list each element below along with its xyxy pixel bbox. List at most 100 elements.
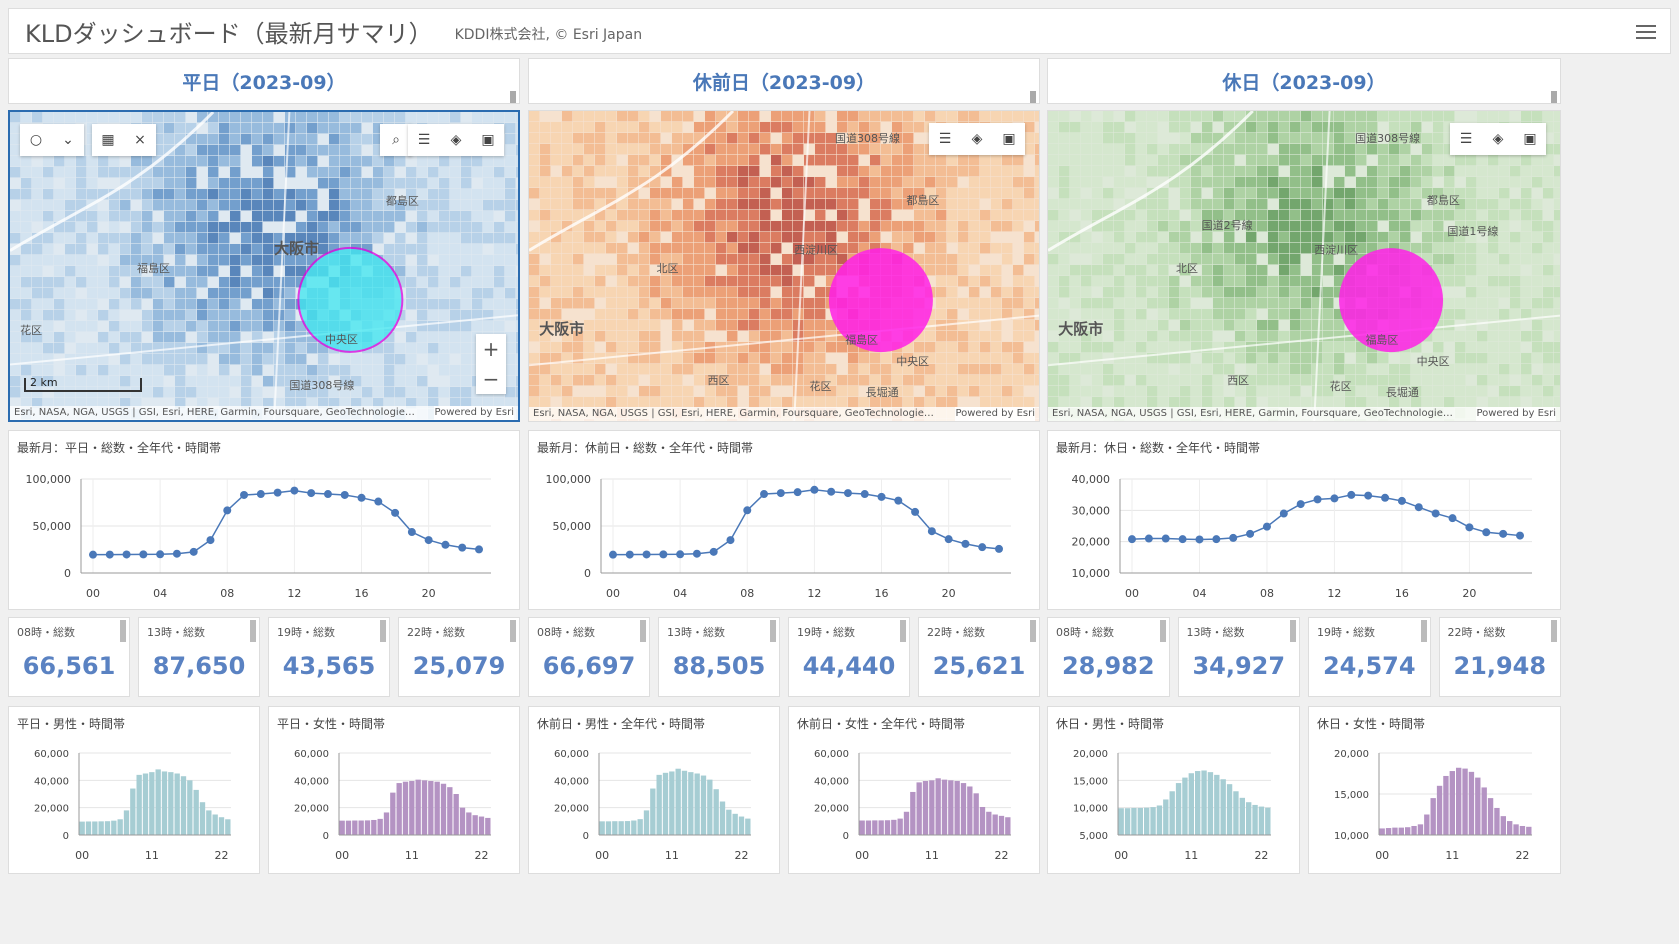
basemap-gallery-icon[interactable]: ▣ xyxy=(1002,131,1016,147)
heat-cell xyxy=(1158,199,1169,210)
data-point xyxy=(475,545,483,554)
heat-cell xyxy=(1554,133,1560,144)
heat-cell xyxy=(1499,287,1510,298)
scrollbar[interactable] xyxy=(640,620,646,642)
heat-cell xyxy=(219,354,230,365)
scrollbar[interactable] xyxy=(1030,91,1036,103)
map-canvas[interactable]: 西淀川区北区都島区大阪市福島区花区西区中央区長堀通国道308号線国道1号線国道2… xyxy=(1048,111,1560,421)
legend-icon[interactable]: ☰ xyxy=(417,132,431,148)
circle-draw-icon[interactable]: ○ xyxy=(29,132,43,148)
heat-cell xyxy=(1477,309,1488,320)
scrollbar[interactable] xyxy=(510,91,516,103)
scrollbar[interactable] xyxy=(770,620,776,642)
heat-cell xyxy=(1158,364,1169,375)
heat-cell xyxy=(595,122,606,133)
basemap-gallery-icon[interactable]: ▣ xyxy=(481,132,495,148)
heat-cell xyxy=(749,177,760,188)
map-weekday[interactable]: 大阪市 福島区 都島区 花区 中央区 国道308号線 ○ ⌄ ▦ × ⌕ ☰ ◈ ▣ + −2 km Esri,… xyxy=(8,110,520,422)
heat-cell xyxy=(529,309,540,320)
heat-cell xyxy=(1312,122,1323,133)
powered-by-esri[interactable]: Powered by Esri xyxy=(1476,407,1556,421)
heat-cell xyxy=(54,387,65,398)
legend-icon[interactable]: ☰ xyxy=(938,131,952,147)
hamburger-menu-icon[interactable] xyxy=(1636,22,1656,40)
scrollbar[interactable] xyxy=(1159,620,1166,642)
heat-cell xyxy=(958,210,969,221)
heat-cell xyxy=(837,111,848,122)
heat-cell xyxy=(461,233,472,244)
scrollbar[interactable] xyxy=(1420,620,1427,642)
heat-cell xyxy=(1158,155,1169,166)
scrollbar[interactable] xyxy=(1551,91,1557,103)
heat-cell xyxy=(21,167,32,178)
heat-cell xyxy=(494,310,505,321)
heat-cell xyxy=(197,134,208,145)
scrollbar[interactable] xyxy=(1551,620,1557,642)
powered-by-esri[interactable]: Powered by Esri xyxy=(434,406,514,420)
heat-cell xyxy=(494,189,505,200)
heat-cell xyxy=(395,266,406,277)
heat-cell xyxy=(505,277,516,288)
powered-by-esri[interactable]: Powered by Esri xyxy=(955,407,1035,421)
bar xyxy=(1392,827,1398,835)
heat-cell xyxy=(252,134,263,145)
heat-cell xyxy=(815,353,826,364)
heat-cell xyxy=(384,376,395,387)
heat-cell xyxy=(804,133,815,144)
select-icon[interactable]: ▦ xyxy=(101,132,115,148)
scrollbar[interactable] xyxy=(250,620,256,642)
scrollbar[interactable] xyxy=(120,620,126,642)
chevron-down-icon[interactable]: ⌄ xyxy=(62,132,74,148)
layers-icon[interactable]: ◈ xyxy=(1492,131,1504,147)
heat-cell xyxy=(252,123,263,134)
heat-cell xyxy=(804,243,815,254)
search-icon[interactable]: ⌕ xyxy=(392,132,400,148)
heat-cell xyxy=(661,221,672,232)
scrollbar[interactable] xyxy=(1290,620,1296,642)
close-icon[interactable]: × xyxy=(134,132,146,148)
heat-cell xyxy=(793,287,804,298)
map-attribution[interactable]: Esri, NASA, NGA, USGS | GSI, Esri, HERE,… xyxy=(1048,407,1560,421)
heat-cell xyxy=(793,276,804,287)
bar xyxy=(916,782,922,835)
heat-cell xyxy=(307,145,318,156)
heat-cell xyxy=(1092,221,1103,232)
map-attribution[interactable]: Esri, NASA, NGA, USGS | GSI, Esri, HERE,… xyxy=(529,407,1039,421)
heat-cell xyxy=(727,210,738,221)
heat-cell xyxy=(1543,254,1554,265)
heat-cell xyxy=(1180,254,1191,265)
layers-icon[interactable]: ◈ xyxy=(971,131,983,147)
zoom-out-button[interactable]: − xyxy=(482,367,500,391)
heat-cell xyxy=(782,298,793,309)
map-holiday[interactable]: 西淀川区 北区 都島区 大阪市 福島区 花区 西区 中央区 長堀通 国道308号線 国道1号線 国道2… xyxy=(1047,110,1561,422)
heat-cell xyxy=(329,123,340,134)
heat-cell xyxy=(384,178,395,189)
heat-cell xyxy=(903,177,914,188)
heat-cell xyxy=(1070,342,1081,353)
map-attribution[interactable]: Esri, NASA, NGA, USGS | GSI, Esri, HERE,… xyxy=(10,406,518,420)
bar-chart-panel-weekday-female: 平日・女性・時間帯 60,000 40,000 20,000 0 00 11 22 xyxy=(268,706,520,874)
scrollbar[interactable] xyxy=(900,620,906,642)
heat-cell xyxy=(186,156,197,167)
heat-cell xyxy=(285,321,296,332)
heat-cell xyxy=(826,265,837,276)
legend-icon[interactable]: ☰ xyxy=(1459,131,1473,147)
basemap-gallery-icon[interactable]: ▣ xyxy=(1523,131,1537,147)
heat-cell xyxy=(230,266,241,277)
scrollbar[interactable] xyxy=(1030,620,1036,642)
heat-cell xyxy=(219,288,230,299)
heat-cell xyxy=(1444,232,1455,243)
map-preholiday[interactable]: 西淀川区 北区 都島区 大阪市 福島区 花区 西区 中央区 長堀通 国道308号線 ☰ ◈ ▣ Esri,… xyxy=(528,110,1040,422)
heat-cell xyxy=(1466,210,1477,221)
heat-cell xyxy=(716,177,727,188)
heat-cell xyxy=(617,177,628,188)
heat-cell xyxy=(1499,364,1510,375)
heat-cell xyxy=(1400,397,1411,408)
scrollbar[interactable] xyxy=(380,620,386,642)
scrollbar[interactable] xyxy=(510,620,516,642)
zoom-in-button[interactable]: + xyxy=(482,337,500,361)
layers-icon[interactable]: ◈ xyxy=(450,132,462,148)
heat-cell xyxy=(1367,133,1378,144)
